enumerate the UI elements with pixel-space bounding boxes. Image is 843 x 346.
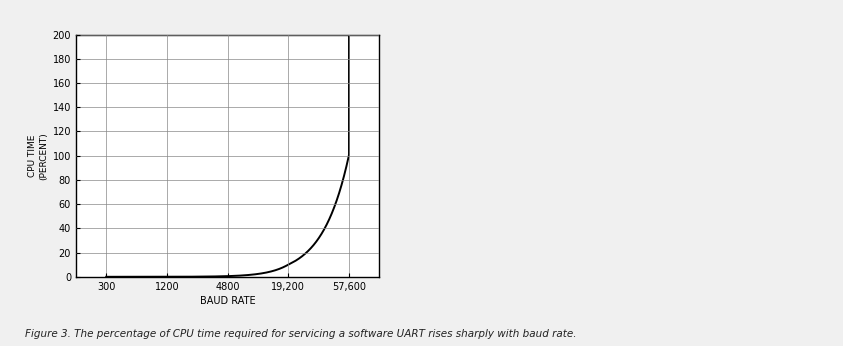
Y-axis label: CPU TIME
(PERCENT): CPU TIME (PERCENT): [29, 132, 48, 180]
Text: Figure 3. The percentage of CPU time required for servicing a software UART rise: Figure 3. The percentage of CPU time req…: [25, 329, 577, 339]
X-axis label: BAUD RATE: BAUD RATE: [200, 296, 255, 306]
